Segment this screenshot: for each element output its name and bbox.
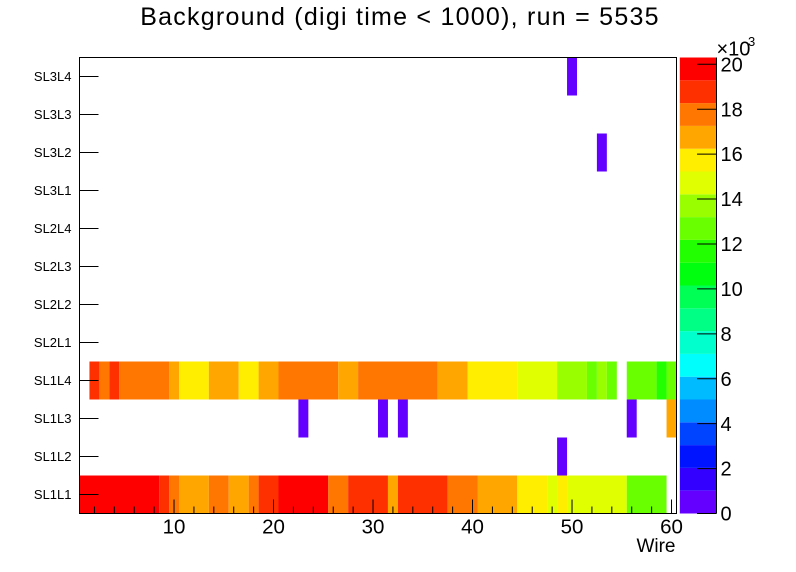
svg-text:20: 20	[721, 54, 743, 76]
svg-text:Background (digi time < 1000),: Background (digi time < 1000), run = 553…	[140, 3, 660, 31]
svg-text:3: 3	[748, 34, 755, 49]
svg-text:SL3L4: SL3L4	[34, 69, 72, 84]
svg-text:SL1L2: SL1L2	[34, 449, 72, 464]
svg-text:40: 40	[461, 516, 484, 539]
svg-text:10: 10	[163, 516, 186, 539]
svg-text:SL2L2: SL2L2	[34, 297, 72, 312]
svg-text:20: 20	[262, 516, 285, 539]
svg-text:SL2L3: SL2L3	[34, 259, 72, 274]
svg-text:8: 8	[721, 324, 732, 346]
svg-text:30: 30	[362, 516, 385, 539]
svg-text:50: 50	[561, 516, 584, 539]
svg-text:Wire: Wire	[636, 536, 675, 557]
svg-text:SL2L1: SL2L1	[34, 335, 72, 350]
svg-text:60: 60	[660, 516, 683, 539]
svg-text:16: 16	[721, 144, 743, 166]
svg-text:6: 6	[721, 369, 732, 391]
svg-text:14: 14	[721, 189, 743, 211]
svg-text:0: 0	[721, 504, 732, 526]
svg-text:×10: ×10	[717, 38, 751, 60]
svg-text:SL3L1: SL3L1	[34, 183, 72, 198]
svg-text:12: 12	[721, 234, 743, 256]
svg-text:2: 2	[721, 459, 732, 481]
svg-text:SL2L4: SL2L4	[34, 221, 72, 236]
svg-text:SL3L2: SL3L2	[34, 145, 72, 160]
svg-text:4: 4	[721, 414, 732, 436]
svg-text:SL3L3: SL3L3	[34, 107, 72, 122]
svg-text:10: 10	[721, 279, 743, 301]
svg-text:SL1L3: SL1L3	[34, 411, 72, 426]
svg-text:SL1L4: SL1L4	[34, 373, 72, 388]
svg-text:18: 18	[721, 99, 743, 121]
svg-text:SL1L1: SL1L1	[34, 487, 72, 502]
